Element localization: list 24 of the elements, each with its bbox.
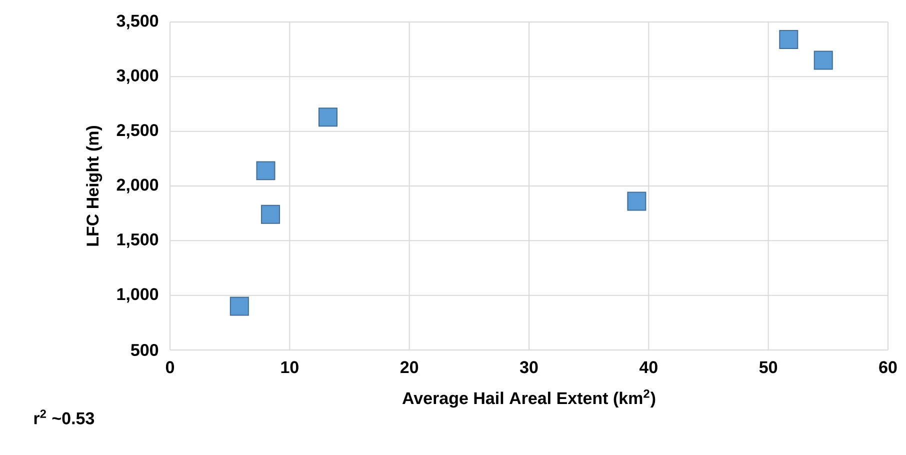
x-tick-label: 0 bbox=[166, 361, 174, 374]
x-tick-label: 40 bbox=[639, 361, 658, 374]
point bbox=[814, 50, 833, 70]
point bbox=[230, 296, 249, 316]
x-tick-label: 10 bbox=[281, 361, 298, 374]
point bbox=[256, 161, 276, 180]
y-tick-label: 2,500 bbox=[116, 124, 158, 139]
point bbox=[627, 192, 646, 211]
y-tick-label: 500 bbox=[130, 344, 158, 356]
x-tick-label: 50 bbox=[759, 361, 778, 374]
x-axis-title: Average Hail Areal Extent (km$^{2}$) bbox=[402, 389, 656, 408]
y-tick-label: 2,000 bbox=[116, 178, 158, 194]
y-tick-label: 1,500 bbox=[117, 233, 158, 248]
y-tick-label: 3,000 bbox=[116, 69, 158, 84]
y-tick-label: 1,000 bbox=[117, 288, 158, 303]
point bbox=[779, 30, 798, 49]
point bbox=[318, 108, 338, 127]
text: r$^{2}$ ~0.53 bbox=[34, 410, 94, 424]
x-tick-label: 20 bbox=[400, 361, 418, 374]
y-axis-title: LFC Height (m) bbox=[86, 126, 102, 246]
y-tick-label: 3,500 bbox=[116, 14, 158, 30]
x-tick-label: 30 bbox=[520, 361, 538, 374]
point bbox=[261, 204, 280, 224]
x-tick-label: 60 bbox=[879, 361, 897, 374]
